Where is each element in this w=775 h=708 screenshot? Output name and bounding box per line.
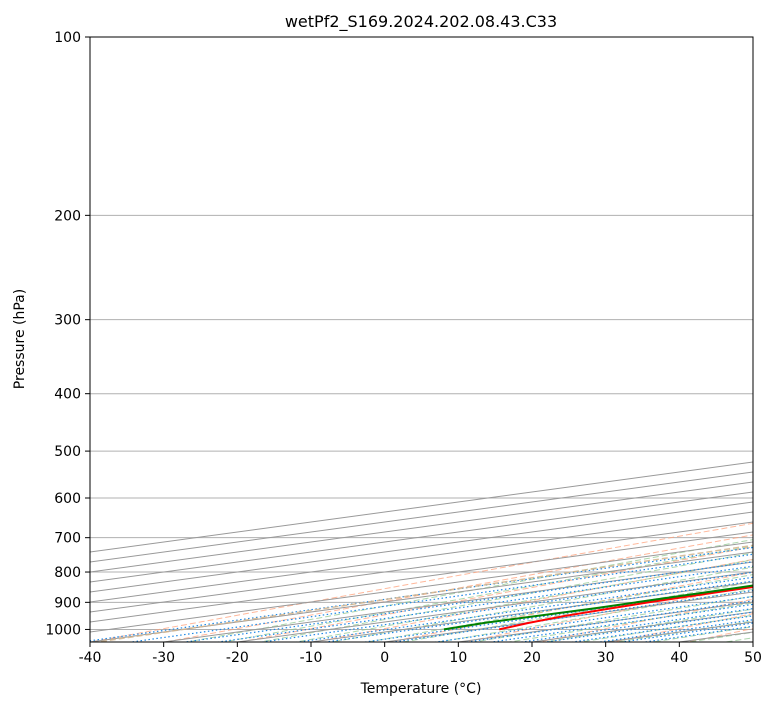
y-tick-label: 500 <box>54 444 81 460</box>
y-tick-label: 900 <box>54 595 81 611</box>
x-axis-label: Temperature (°C) <box>360 681 482 697</box>
moist-adiabat <box>364 574 753 642</box>
x-tick-label: -10 <box>300 650 323 666</box>
tan-reference-curve <box>92 544 753 642</box>
x-axis-ticks: -40 -30 -20 -10 0 10 20 30 40 50 <box>79 642 762 666</box>
isotherm <box>90 511 753 603</box>
moist-adiabat <box>400 581 753 642</box>
mixing-ratio-line <box>214 565 753 642</box>
isotherm <box>90 491 753 583</box>
y-tick-label: 100 <box>54 30 81 46</box>
moist-adiabat <box>329 566 753 642</box>
y-axis-ticks: 100 200 300 400 500 600 700 800 900 1000 <box>45 30 90 638</box>
isotherm <box>90 481 753 573</box>
y-tick-label: 200 <box>54 208 81 224</box>
temperature-profile-line <box>498 585 753 631</box>
y-tick-label: 800 <box>54 565 81 581</box>
isotherm <box>90 541 753 633</box>
tan-reference-curve <box>92 544 753 642</box>
isotherm <box>90 461 753 553</box>
isotherm <box>90 471 753 563</box>
moist-adiabat <box>506 602 753 642</box>
moist-adiabat <box>435 588 753 642</box>
moist-adiabat <box>470 595 753 642</box>
x-tick-label: 40 <box>670 650 688 666</box>
y-tick-label: 600 <box>54 491 81 507</box>
moist-adiabat <box>220 545 753 642</box>
isotherm <box>90 521 753 613</box>
x-tick-label: 20 <box>523 650 541 666</box>
isotherm <box>90 501 753 593</box>
y-tick-label: 700 <box>54 531 81 547</box>
plot-area: -100-90-80-70-60-50-40-30-20-10010203040… <box>90 37 753 642</box>
mixing-ratio-line <box>568 615 753 642</box>
x-tick-label: 50 <box>744 650 762 666</box>
moist-adiabat <box>541 608 753 642</box>
plot-frame <box>89 36 754 643</box>
dry-adiabat <box>90 522 753 642</box>
x-tick-label: 10 <box>449 650 467 666</box>
mixing-ratio-line <box>90 546 753 642</box>
y-tick-label: 400 <box>54 387 81 403</box>
x-tick-label: 0 <box>380 650 389 666</box>
isotherms <box>90 461 753 642</box>
dry-adiabats <box>90 522 753 642</box>
isotherm <box>90 531 753 623</box>
y-axis-label: Pressure (hPa) <box>12 289 28 389</box>
x-tick-label: 30 <box>597 650 615 666</box>
moist-adiabat <box>184 539 753 642</box>
x-tick-label: -20 <box>226 650 249 666</box>
sounding-profiles <box>443 584 753 631</box>
pressure-gridlines <box>90 37 753 630</box>
y-tick-label: 1000 <box>45 622 81 638</box>
y-tick-label: 300 <box>54 313 81 329</box>
chart-title: wetPf2_S169.2024.202.08.43.C33 <box>285 12 557 32</box>
x-tick-label: -30 <box>152 650 175 666</box>
x-tick-label: -40 <box>79 650 102 666</box>
